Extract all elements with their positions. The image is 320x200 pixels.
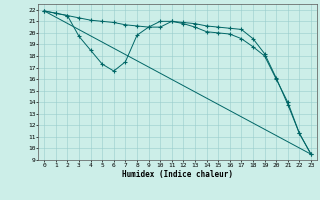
X-axis label: Humidex (Indice chaleur): Humidex (Indice chaleur) — [122, 170, 233, 179]
